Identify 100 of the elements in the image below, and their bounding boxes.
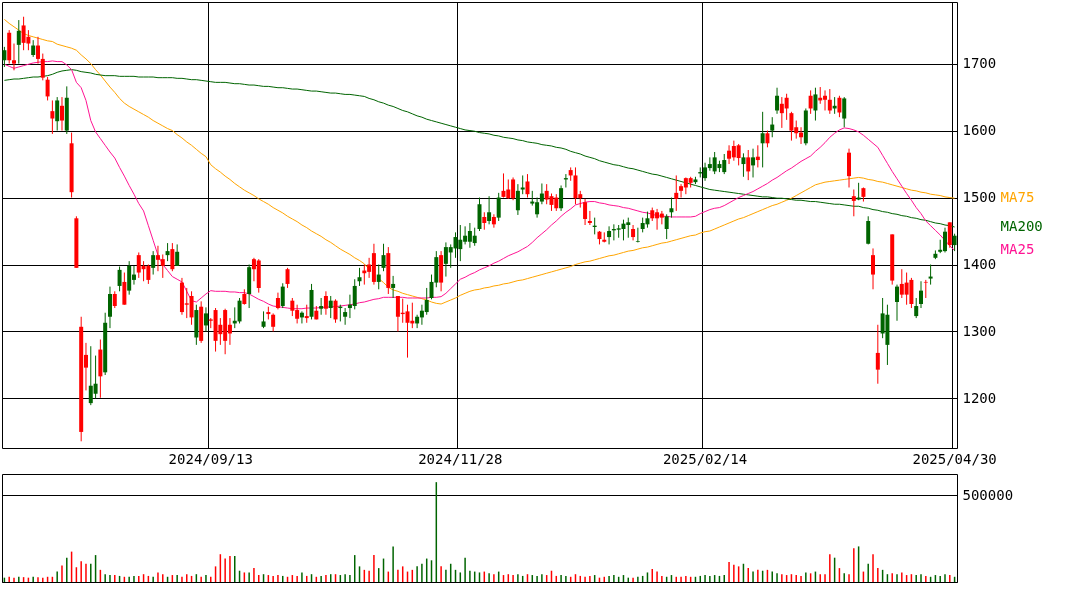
candlestick: [770, 116, 775, 138]
x-tick-label: 2024/09/13: [168, 450, 253, 467]
candlestick: [333, 298, 338, 324]
candlestick: [659, 210, 664, 225]
candlestick: [328, 295, 333, 319]
candlestick: [35, 36, 40, 65]
candlestick: [746, 149, 751, 181]
text: MA200: [1000, 218, 1043, 235]
text: MA75: [1000, 189, 1035, 206]
candlestick: [875, 324, 880, 385]
candlestick: [607, 225, 612, 245]
candlestick: [631, 224, 636, 241]
candlestick: [376, 264, 381, 290]
candlestick: [760, 111, 765, 168]
candlestick: [525, 173, 530, 199]
text: MA25: [1000, 241, 1035, 258]
candlestick: [424, 287, 429, 316]
candlestick: [871, 247, 876, 290]
candlestick: [271, 312, 276, 332]
candlestick: [923, 279, 928, 299]
x-tick-label: 2024/11/28: [418, 450, 503, 467]
x-tick-label: 2025/04/30: [912, 450, 997, 467]
candlestick: [712, 151, 717, 175]
candlestick: [775, 87, 780, 115]
candlestick: [343, 307, 348, 326]
candlestick: [381, 243, 386, 272]
candlestick: [914, 297, 919, 319]
candlestick: [146, 264, 151, 285]
candlestick: [520, 174, 525, 195]
candlestick: [45, 76, 50, 101]
candlestick: [26, 29, 31, 51]
candlestick: [539, 182, 544, 205]
candlestick: [501, 172, 506, 199]
candlestick: [664, 213, 669, 240]
candlestick: [583, 198, 588, 226]
candlestick: [357, 267, 362, 287]
candlestick: [587, 210, 592, 226]
candlestick: [50, 99, 55, 135]
candlestick: [453, 231, 458, 259]
x-tick-label: 2025/02/14: [662, 450, 748, 467]
candlestick: [928, 264, 933, 286]
y-tick-label: 1700: [962, 55, 997, 72]
candlestick: [866, 215, 871, 245]
candlestick: [290, 297, 295, 317]
y-tick-label: 1300: [962, 322, 997, 339]
candlestick: [559, 184, 564, 212]
candlestick: [496, 192, 501, 222]
candlestick: [237, 297, 242, 324]
candlestick: [727, 144, 732, 165]
candlestick: [789, 111, 794, 142]
candlestick: [170, 242, 175, 272]
candlestick: [280, 282, 285, 309]
candlestick: [165, 242, 170, 262]
candlestick: [323, 290, 328, 316]
candlestick: [160, 253, 165, 279]
candlestick: [827, 88, 832, 115]
candlestick: [122, 272, 127, 306]
candlestick: [189, 290, 194, 326]
candlestick: [842, 96, 847, 128]
y-tick-label: 1600: [962, 122, 997, 139]
candlestick: [947, 221, 952, 249]
candlestick: [40, 53, 45, 81]
candlestick: [12, 43, 16, 71]
candlestick: [203, 306, 208, 332]
candlestick: [674, 174, 679, 212]
candlestick: [573, 166, 578, 205]
y-tick-label: 1400: [962, 256, 997, 273]
candlestick: [813, 87, 818, 122]
candlestick: [544, 183, 549, 205]
candlestick: [635, 227, 640, 243]
candlestick: [2, 46, 7, 68]
candlestick: [808, 89, 813, 115]
candlestick: [755, 144, 760, 168]
candlestick: [21, 16, 26, 51]
candlestick: [352, 278, 357, 310]
candlestick: [472, 227, 477, 247]
candlestick: [391, 275, 396, 299]
candlestick: [107, 286, 112, 329]
y-tick-label: 500000: [962, 486, 1014, 503]
candlestick: [319, 297, 324, 316]
candlestick: [117, 266, 122, 292]
candlestick: [151, 250, 156, 276]
candlestick: [55, 96, 60, 132]
candlestick: [93, 355, 98, 399]
y-tick-label: 1500: [962, 189, 997, 206]
candlestick: [304, 304, 309, 324]
y-tick-label: 1200: [962, 389, 997, 406]
candlestick: [837, 95, 842, 118]
candlestick: [784, 93, 789, 121]
candlestick: [59, 96, 64, 132]
candlestick: [895, 284, 900, 322]
candlestick: [458, 224, 463, 262]
candlestick: [621, 219, 626, 241]
candlestick: [669, 197, 674, 219]
candlestick: [285, 267, 290, 289]
candlestick: [851, 189, 856, 217]
candlestick: [16, 19, 21, 65]
candlestick: [175, 243, 180, 267]
candlestick: [904, 272, 909, 306]
candlestick: [487, 195, 492, 225]
